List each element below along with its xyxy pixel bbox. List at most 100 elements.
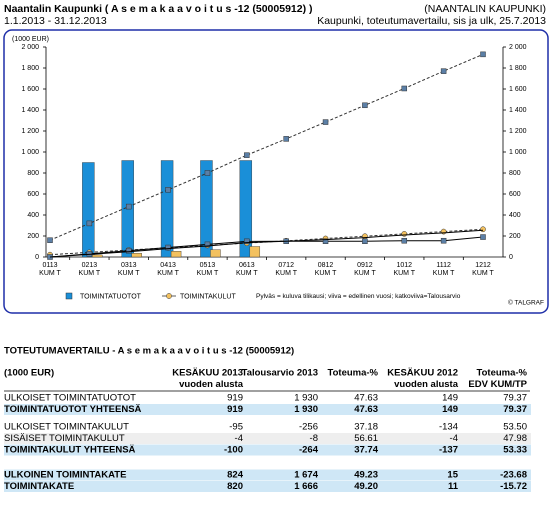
y2-tick-label: 1 400 — [509, 107, 527, 114]
y2-tick-label: 800 — [509, 170, 521, 177]
bar — [200, 160, 213, 258]
marker — [204, 241, 211, 248]
column-header: Talousarvio 2013 — [242, 368, 318, 379]
bar — [170, 251, 182, 258]
cell: 53.33 — [503, 445, 527, 456]
x-tick-label: 1012 — [396, 262, 412, 269]
cell: -4 — [235, 433, 243, 444]
marker — [362, 238, 368, 244]
cell: 47.98 — [503, 433, 527, 444]
cell: 1 930 — [294, 393, 318, 404]
x-tick-sublabel: KUM T — [118, 270, 140, 277]
cell: 37.18 — [354, 422, 378, 433]
row-label: ULKOINEN TOIMINTAKATE — [4, 470, 126, 481]
legend-label: TOIMINTATUOTOT — [80, 293, 142, 300]
bar — [131, 253, 142, 258]
y-tick-label: 1 600 — [21, 86, 39, 93]
chart: (1000 EUR) 0 0 200 200 400 400 600 600 800 800 1 00… — [12, 36, 544, 307]
y-tick-label: 600 — [27, 191, 39, 198]
cell: -134 — [439, 422, 458, 433]
x-tick-label: 0912 — [357, 262, 373, 269]
cell: 919 — [227, 404, 243, 415]
chart-credit: © TALGRAF — [508, 299, 544, 307]
column-header: KESÄKUU 2012 — [387, 368, 458, 379]
cell: -137 — [439, 445, 458, 456]
cell: 49.20 — [354, 481, 378, 492]
marker — [401, 237, 408, 244]
cell: 820 — [227, 481, 243, 492]
x-tick-label: 0213 — [82, 262, 98, 269]
y-tick-label: 1 800 — [21, 65, 39, 72]
report-info: Kaupunki, toteutumavertailu, sis ja ulk,… — [317, 15, 546, 27]
legend-swatch — [65, 292, 73, 300]
marker — [440, 237, 447, 244]
x-tick-label: 1112 — [436, 262, 451, 269]
cell: 11 — [448, 481, 459, 492]
x-tick-sublabel: KUM T — [472, 270, 494, 277]
bar — [210, 249, 221, 258]
cell: -4 — [450, 433, 458, 444]
cell: -256 — [299, 422, 318, 433]
y-tick-label: 400 — [27, 212, 39, 219]
cell: 47.63 — [354, 393, 378, 404]
organization: (NAANTALIN KAUPUNKI) — [424, 3, 546, 15]
marker — [47, 237, 53, 243]
marker — [165, 244, 171, 251]
chart-note: Pylväs = kuluva tilikausi; viiva = edell… — [256, 293, 461, 300]
marker — [125, 203, 132, 210]
x-tick-label: 0812 — [318, 262, 334, 269]
cell: -264 — [299, 445, 319, 456]
marker — [322, 238, 329, 244]
x-tick-sublabel: KUM T — [39, 270, 61, 277]
y-tick-label: 1 000 — [21, 149, 39, 156]
row-shade — [4, 481, 531, 492]
x-tick-sublabel: KUM T — [433, 270, 455, 277]
x-tick-label: 1212 — [475, 262, 491, 269]
bar — [82, 162, 95, 258]
row-label: TOIMINTAKULUT YHTEENSÄ — [4, 445, 136, 456]
y2-tick-label: 1 800 — [509, 65, 527, 72]
cell: -95 — [229, 422, 243, 433]
x-tick-sublabel: KUM T — [79, 270, 101, 277]
x-tick-sublabel: KUM T — [197, 270, 219, 277]
marker — [165, 187, 171, 193]
row-shade — [4, 444, 531, 456]
marker — [125, 247, 132, 254]
marker — [86, 220, 93, 227]
column-header: (1000 EUR) — [4, 368, 54, 379]
y2-tick-label: 0 — [509, 254, 513, 261]
bar — [92, 254, 103, 258]
y2-tick-label: 1 000 — [509, 149, 527, 156]
column-header: KESÄKUU 2013 — [172, 368, 243, 379]
column-header: vuoden alusta — [394, 379, 459, 390]
marker — [322, 119, 329, 125]
y-tick-label: 1 400 — [21, 107, 39, 114]
cell: -100 — [224, 445, 243, 456]
cell: -8 — [310, 433, 318, 444]
y-tick-label: 1 200 — [21, 128, 39, 135]
y-tick-label: 800 — [27, 170, 39, 177]
legend-swatch — [166, 293, 172, 299]
cell: 1 930 — [294, 404, 318, 415]
bar — [160, 160, 174, 258]
row-shade — [4, 404, 531, 415]
row-label: TOIMINTAKATE — [4, 481, 74, 492]
table: TOTEUTUMAVERTAILU - A s e m a k a a v o … — [4, 346, 531, 492]
cell: 79.37 — [503, 404, 527, 415]
column-header: Toteuma-% — [328, 368, 379, 379]
column-header: Toteuma-% — [477, 368, 528, 379]
marker — [362, 102, 368, 109]
cell: 53.50 — [503, 422, 527, 433]
x-tick-sublabel: KUM T — [157, 270, 179, 277]
line — [49, 229, 484, 258]
cell: 149 — [442, 393, 458, 404]
x-tick-label: 0712 — [278, 262, 294, 269]
marker — [440, 68, 447, 74]
chart-frame — [3, 29, 549, 314]
y2-tick-label: 400 — [509, 212, 521, 219]
table-title: TOTEUTUMAVERTAILU - A s e m a k a a v o … — [4, 346, 294, 357]
marker — [204, 170, 211, 176]
y2-tick-label: 1 200 — [509, 128, 527, 135]
x-tick-label: 0613 — [239, 262, 255, 269]
